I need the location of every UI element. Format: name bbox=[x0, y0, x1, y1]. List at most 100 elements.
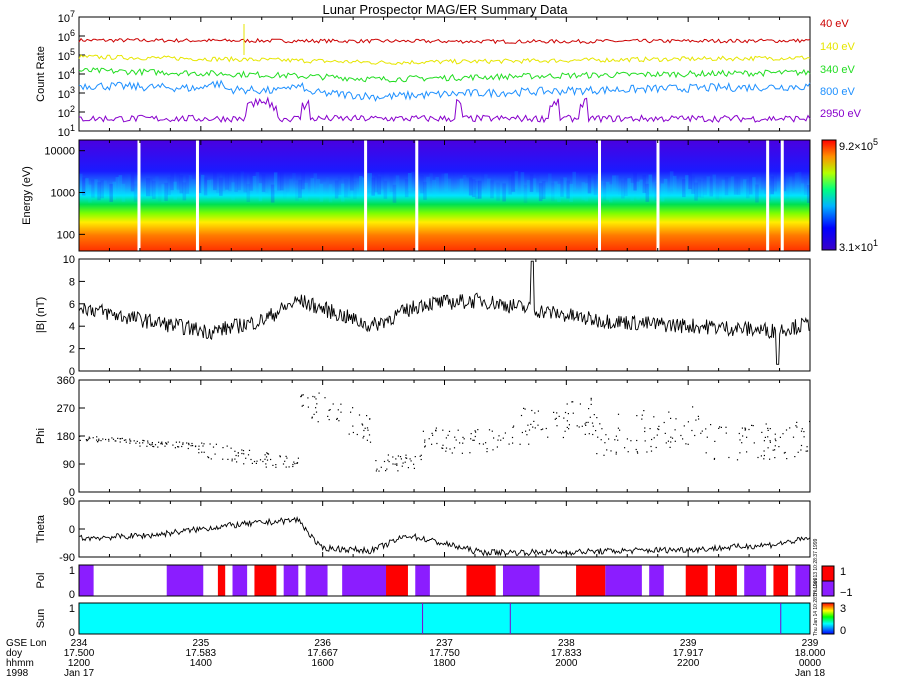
theta-ytick-label: -90 bbox=[59, 552, 75, 564]
count-rate-legend-label: 2950 eV bbox=[820, 108, 862, 120]
phi-point bbox=[129, 442, 131, 444]
spectrogram-variation bbox=[234, 173, 238, 192]
spectrogram-variation bbox=[462, 174, 467, 193]
pol-block bbox=[79, 565, 94, 596]
phi-point bbox=[738, 432, 740, 435]
phi-point bbox=[617, 427, 619, 429]
spectrogram-variation bbox=[736, 176, 741, 195]
spectrogram-variation bbox=[770, 176, 774, 195]
count-rate-ytick-label: 101 bbox=[58, 123, 75, 139]
phi-point bbox=[644, 430, 646, 433]
phi-point bbox=[187, 447, 189, 450]
spectrogram-variation bbox=[82, 177, 86, 196]
phi-point bbox=[597, 436, 599, 438]
phi-point bbox=[265, 466, 267, 468]
xaxis-doy-label: 17.917 bbox=[673, 648, 704, 659]
phi-point bbox=[431, 443, 433, 445]
phi-point bbox=[98, 438, 100, 440]
spectrogram-variation bbox=[389, 173, 394, 192]
spectrogram-variation bbox=[496, 182, 500, 201]
phi-point bbox=[525, 430, 527, 432]
phi-point bbox=[463, 438, 465, 440]
phi-point bbox=[764, 436, 766, 438]
spectrogram-variation bbox=[399, 180, 403, 198]
phi-point bbox=[448, 430, 451, 432]
spectrogram-variation bbox=[685, 175, 689, 194]
phi-point bbox=[542, 428, 544, 430]
phi-point bbox=[317, 421, 319, 423]
phi-point bbox=[451, 452, 453, 454]
phi-point bbox=[498, 435, 500, 437]
spectrogram-variation bbox=[283, 180, 287, 198]
phi-point bbox=[595, 430, 597, 432]
phi-point bbox=[167, 441, 169, 443]
phi-point bbox=[705, 428, 707, 430]
phi-point bbox=[203, 443, 205, 445]
phi-point bbox=[769, 458, 771, 460]
spectrogram-variation bbox=[679, 176, 683, 194]
phi-point bbox=[739, 439, 741, 441]
phi-point bbox=[496, 446, 498, 448]
phi-point bbox=[698, 418, 700, 420]
phi-point bbox=[596, 417, 598, 419]
phi-point bbox=[720, 426, 722, 428]
phi-point bbox=[796, 421, 798, 423]
phi-point bbox=[739, 452, 741, 454]
spectrogram-variation bbox=[301, 171, 305, 190]
xaxis-doy-label: 17.833 bbox=[551, 648, 582, 659]
spectrogram-variation bbox=[545, 182, 549, 201]
phi-point bbox=[650, 445, 652, 448]
bmag-ytick-label: 0 bbox=[69, 366, 75, 378]
phi-point bbox=[151, 442, 153, 444]
phi-point bbox=[394, 463, 396, 465]
phi-point bbox=[512, 442, 514, 444]
phi-point bbox=[500, 439, 502, 441]
spectrogram-variation bbox=[203, 177, 208, 196]
spectrogram-variation bbox=[155, 176, 159, 195]
phi-point bbox=[125, 439, 127, 441]
phi-point bbox=[125, 441, 127, 443]
spectrogram-variation bbox=[268, 180, 272, 198]
pol-side-label: Thu Jan 13 10:28:37 1999 bbox=[813, 538, 819, 597]
spectrogram-variation bbox=[429, 173, 433, 192]
spectrogram-variation bbox=[255, 172, 260, 191]
phi-point bbox=[85, 439, 87, 441]
phi-point bbox=[241, 452, 243, 455]
phi-point bbox=[296, 462, 299, 464]
phi-point bbox=[615, 451, 617, 453]
phi-point bbox=[214, 453, 216, 455]
spectrogram-data-gap bbox=[598, 140, 602, 251]
xaxis-lon-label: 235 bbox=[192, 638, 209, 649]
phi-point bbox=[234, 458, 236, 460]
spectrogram-variation bbox=[792, 175, 796, 193]
pol-block bbox=[305, 565, 328, 596]
phi-point bbox=[475, 431, 477, 433]
phi-point bbox=[801, 428, 803, 430]
spectrogram-variation bbox=[761, 171, 765, 190]
phi-point bbox=[288, 466, 290, 468]
phi-point bbox=[284, 460, 286, 462]
phi-point bbox=[259, 459, 262, 461]
phi-point bbox=[129, 438, 131, 440]
phi-point bbox=[237, 455, 239, 457]
phi-point bbox=[399, 456, 402, 458]
spectrogram-variation bbox=[548, 173, 552, 192]
phi-point bbox=[227, 458, 229, 460]
spectrogram-variation bbox=[529, 173, 534, 192]
phi-point bbox=[605, 434, 607, 436]
bmag-line bbox=[78, 260, 811, 365]
phi-point bbox=[142, 439, 144, 441]
pol-block bbox=[342, 565, 387, 596]
spectrogram-variation bbox=[377, 176, 382, 195]
phi-point bbox=[388, 461, 390, 463]
phi-point bbox=[606, 449, 608, 451]
phi-point bbox=[222, 458, 224, 460]
spectrogram-variation bbox=[322, 181, 327, 200]
spectrogram-variation bbox=[526, 179, 531, 198]
phi-point bbox=[285, 455, 287, 457]
spectrogram-variation bbox=[660, 183, 665, 202]
phi-point bbox=[774, 433, 776, 435]
phi-point bbox=[477, 429, 479, 431]
phi-point bbox=[79, 439, 81, 441]
sun-ytick-label: 0 bbox=[69, 627, 75, 639]
